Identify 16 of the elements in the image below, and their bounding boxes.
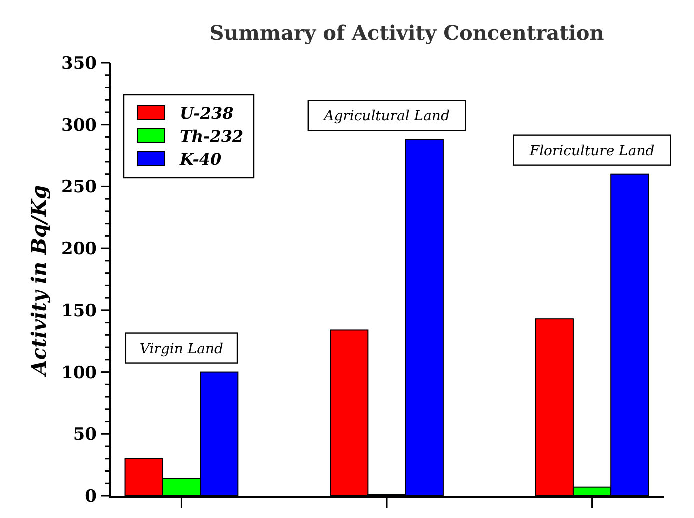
x-tick-label: Agricultural Land <box>322 108 450 125</box>
y-tick-label: 0 <box>85 487 98 507</box>
legend-label: K-40 <box>179 150 222 169</box>
y-tick-label: 50 <box>73 425 98 446</box>
y-tick-label: 250 <box>62 178 98 198</box>
y-tick-label: 100 <box>62 363 98 384</box>
x-tick-label: Virgin Land <box>140 341 224 358</box>
chart-title: Summary of Activity Concentration <box>210 21 605 45</box>
y-tick-label: 350 <box>62 54 98 74</box>
x-tick-label: Floriculture Land <box>528 143 655 160</box>
legend-label: Th-232 <box>180 127 244 146</box>
y-tick-label: 300 <box>62 116 98 136</box>
y-tick-label: 150 <box>62 301 98 322</box>
legend-label: U-238 <box>180 104 234 123</box>
y-axis-title: Activity in Bq/Kg <box>27 185 51 378</box>
y-tick-label: 200 <box>62 240 98 260</box>
